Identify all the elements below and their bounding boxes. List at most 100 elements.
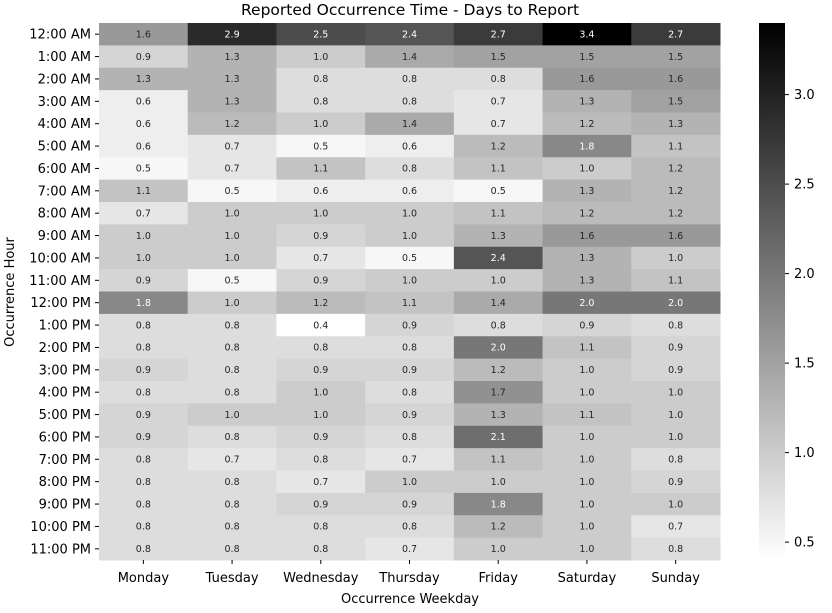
heatmap-cell	[187, 112, 277, 136]
heatmap-cell	[542, 425, 632, 449]
heatmap-cell	[542, 112, 632, 136]
cell-value-label: 2.1	[491, 432, 506, 443]
y-tick-label: 3:00 PM	[39, 363, 91, 378]
cell-value-label: 1.0	[579, 365, 594, 376]
cell-value-label: 0.8	[225, 477, 240, 488]
cell-value-label: 0.8	[402, 432, 417, 443]
heatmap-cell	[453, 291, 544, 315]
chart-title: Reported Occurrence Time - Days to Repor…	[241, 1, 579, 19]
y-tick-label: 8:00 PM	[39, 475, 91, 490]
heatmap-cell	[542, 246, 632, 270]
cell-value-label: 1.1	[313, 164, 328, 175]
cell-value-label: 0.8	[225, 320, 240, 331]
heatmap-cell	[187, 470, 277, 494]
heatmap-cell	[453, 90, 544, 113]
heatmap-cell	[99, 269, 189, 292]
colorbar-tick-label: 2.0	[794, 267, 815, 282]
heatmap-cell	[276, 470, 366, 494]
heatmap-cell	[276, 45, 366, 69]
cell-value-label: 0.8	[313, 455, 328, 466]
heatmap-cell	[453, 515, 544, 539]
x-axis-label: Occurrence Weekday	[341, 592, 479, 607]
heatmap-cell	[99, 448, 189, 471]
cell-value-label: 3.4	[579, 29, 594, 40]
y-tick-label: 11:00 AM	[29, 274, 91, 289]
heatmap-cell	[453, 157, 544, 181]
cell-value-label: 0.8	[225, 387, 240, 398]
heatmap-cell	[187, 179, 277, 203]
heatmap-cell	[631, 23, 721, 46]
cell-value-label: 1.2	[491, 522, 506, 533]
heatmap-cell	[365, 448, 455, 471]
cell-value-label: 0.7	[402, 455, 417, 466]
colorbar-tick-label: 1.0	[794, 446, 815, 461]
y-tick-label: 3:00 AM	[38, 95, 91, 110]
cell-value-label: 1.0	[668, 432, 683, 443]
cell-value-label: 1.5	[491, 52, 506, 63]
heatmap-cell	[276, 336, 366, 360]
heatmap-cell	[453, 358, 544, 382]
x-tick-label: Sunday	[651, 571, 700, 586]
heatmap-cell	[453, 45, 544, 69]
cell-value-label: 1.0	[402, 477, 417, 488]
cell-value-label: 1.0	[579, 432, 594, 443]
cell-value-label: 1.0	[225, 298, 240, 309]
heatmap-cell	[276, 134, 366, 158]
cell-value-label: 0.9	[313, 276, 328, 287]
cell-value-label: 0.8	[313, 544, 328, 555]
heatmap-cell	[99, 246, 189, 270]
heatmap-cell	[99, 403, 189, 427]
heatmap-cell	[631, 336, 721, 360]
cell-value-label: 2.7	[491, 29, 506, 40]
heatmap-cell	[631, 179, 721, 203]
cell-value-label: 0.5	[491, 186, 506, 197]
heatmap-cell	[187, 157, 277, 181]
heatmap-cell	[453, 202, 544, 225]
heatmap-cell	[365, 425, 455, 449]
y-tick-label: 4:00 PM	[39, 386, 91, 401]
cell-value-label: 1.0	[579, 387, 594, 398]
cell-value-label: 1.5	[579, 52, 594, 63]
heatmap-cell	[276, 224, 366, 248]
cell-value-label: 1.0	[668, 410, 683, 421]
heatmap-cell	[187, 448, 277, 471]
heatmap-cell	[187, 358, 277, 382]
cell-value-label: 1.1	[491, 455, 506, 466]
cell-value-label: 0.9	[402, 320, 417, 331]
cell-value-label: 1.2	[579, 119, 594, 130]
heatmap-cell	[453, 67, 544, 91]
cell-value-label: 0.7	[225, 141, 240, 152]
cell-value-label: 1.0	[402, 208, 417, 219]
heatmap-cell	[631, 381, 721, 404]
cell-value-label: 1.2	[491, 365, 506, 376]
heatmap-cell	[99, 45, 189, 69]
cell-value-label: 1.0	[225, 253, 240, 264]
cell-value-label: 0.8	[668, 544, 683, 555]
cell-value-label: 0.8	[225, 343, 240, 354]
heatmap-cell	[542, 470, 632, 494]
heatmap-cell	[276, 425, 366, 449]
cell-value-label: 0.5	[225, 186, 240, 197]
heatmap-cell	[99, 313, 189, 337]
cell-value-label: 0.6	[313, 186, 328, 197]
cell-value-label: 1.0	[313, 410, 328, 421]
cell-value-label: 0.8	[402, 74, 417, 85]
heatmap-cell	[187, 67, 277, 91]
heatmap-cell	[365, 470, 455, 494]
heatmap-cell	[542, 448, 632, 471]
y-tick-label: 10:00 AM	[29, 251, 91, 266]
cell-value-label: 0.8	[136, 522, 151, 533]
heatmap-cell	[453, 23, 544, 46]
heatmap-cell	[631, 515, 721, 539]
cell-value-label: 0.8	[402, 343, 417, 354]
cell-value-label: 0.5	[313, 141, 328, 152]
cell-value-label: 0.7	[313, 253, 328, 264]
heatmap-cell	[99, 67, 189, 91]
cell-value-label: 1.3	[225, 97, 240, 108]
heatmap-cell	[542, 67, 632, 91]
heatmap-cell	[187, 23, 277, 46]
heatmap-cell	[542, 492, 632, 516]
heatmap-cell	[99, 470, 189, 494]
cell-value-label: 0.9	[579, 320, 594, 331]
cell-value-label: 1.3	[579, 276, 594, 287]
